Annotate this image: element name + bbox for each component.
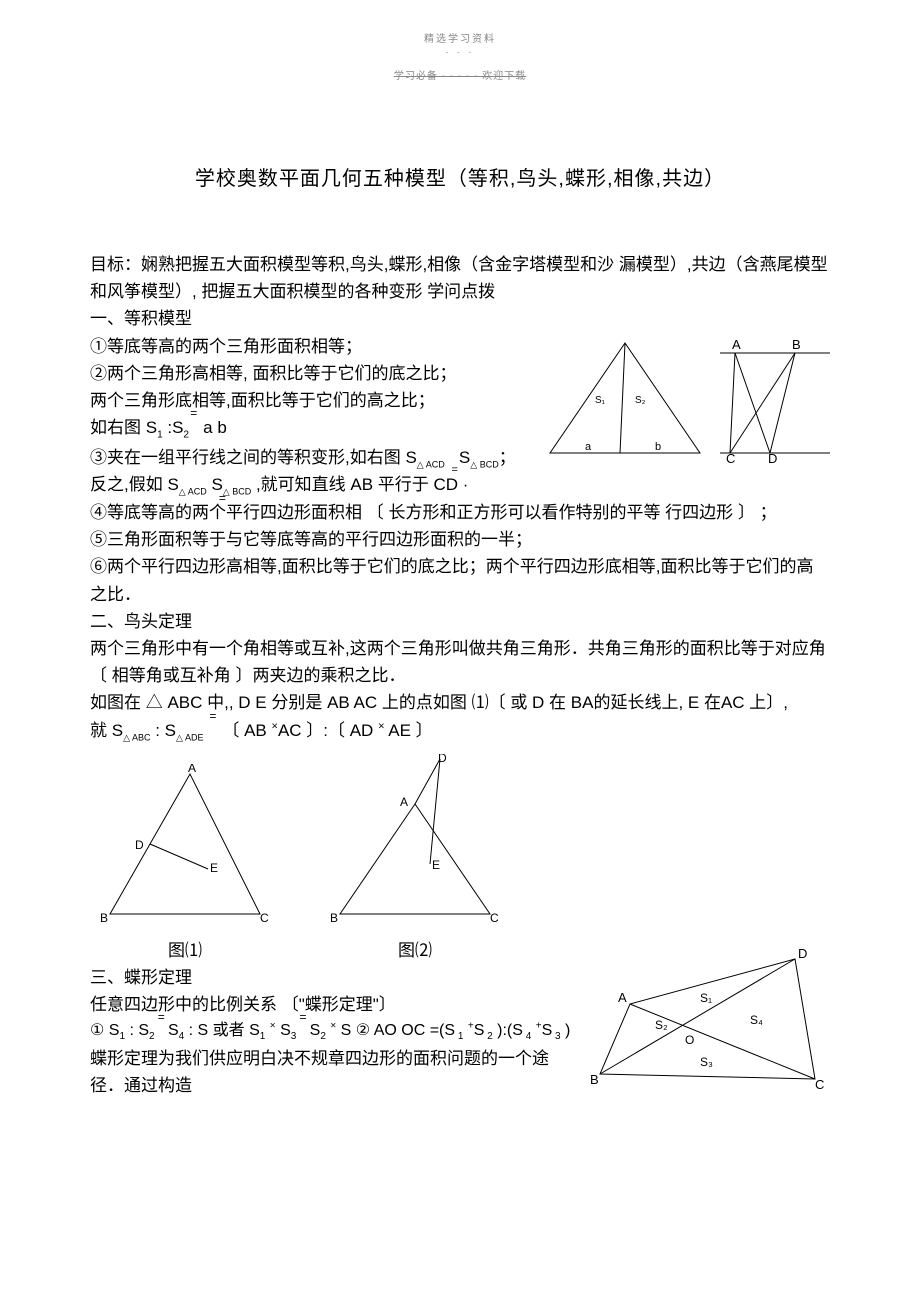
header-line2: - - - (90, 47, 830, 57)
svg-text:B: B (792, 337, 801, 352)
svg-text:D: D (768, 451, 777, 463)
sec2-figures: A B C D E 图⑴ D A B (90, 754, 830, 963)
svg-text:S₂: S₂ (635, 395, 646, 406)
svg-text:a: a (585, 441, 592, 453)
svg-text:b: b (655, 441, 661, 453)
page-title: 学校奥数平面几何五种模型（等积,鸟头,蝶形,相像,共边） (90, 162, 830, 191)
svg-text:B: B (330, 911, 338, 924)
svg-text:S₄: S₄ (750, 1013, 763, 1027)
svg-text:A: A (188, 764, 196, 775)
svg-text:E: E (432, 858, 440, 872)
svg-text:B: B (590, 1072, 599, 1087)
svg-text:B: B (100, 911, 108, 924)
intro-text: 目标：娴熟把握五大面积模型等积,鸟头,蝶形,相像（含金字塔模型和沙 漏模型）,共… (90, 251, 830, 305)
sec2-heading: 二、鸟头定理 (90, 608, 830, 635)
svg-text:O: O (685, 1033, 694, 1047)
sec1-l9: ⑥两个平行四边形高相等,面积比等于它们的底之比；两个平行四边形底相等,面积比等于… (90, 553, 830, 607)
svg-text:D: D (135, 838, 144, 852)
sec2-l2: 如图在 △ ABC 中,, D E 分别是 AB AC 上的点如图 ⑴〔 或 D… (90, 689, 830, 716)
svg-text:A: A (400, 795, 408, 809)
svg-text:S₂: S₂ (655, 1018, 668, 1032)
fig2-label: 图⑵ (320, 937, 510, 964)
sec3-diagram: A D B C O S₁ S₂ S₃ S₄ (590, 944, 830, 1102)
svg-text:S₃: S₃ (700, 1055, 713, 1069)
svg-text:C: C (490, 911, 499, 924)
sec2-l1: 两个三角形中有一个角相等或互补,这两个三角形叫做共角三角形．共角三角形的面积比等… (90, 635, 830, 689)
svg-text:C: C (815, 1077, 824, 1092)
svg-text:S₁: S₁ (700, 991, 712, 1005)
svg-text:A: A (732, 337, 741, 352)
svg-text:S₁: S₁ (595, 395, 606, 406)
sec2-l3: 就 S△ ABC : S△ ADE 〔 AB ×AC 〕:〔 AD × AE 〕 (90, 717, 830, 745)
sec1-l8: ⑤三角形面积等于与它等底等高的平行四边形面积的一半； (90, 526, 830, 553)
svg-text:A: A (618, 990, 627, 1005)
sec1-diagrams: S₁ S₂ a b A B C D (540, 333, 830, 471)
sec1-l6: 反之,假如 S△ ACD S△ BCD ,就可知直线 AB 平行于 CD · (90, 471, 830, 499)
svg-text:E: E (210, 861, 218, 875)
svg-text:D: D (798, 946, 807, 961)
header-line1: 精选学习资料 (90, 30, 830, 45)
svg-text:D: D (438, 754, 447, 765)
fig1-label: 图⑴ (90, 937, 280, 964)
sec1-heading: 一、等积模型 (90, 305, 830, 332)
header-welcome: 学习必备 - - - - - 欢迎下载 (90, 67, 830, 82)
sec1-l7: ④等底等高的两个平行四边形面积相 〔 长方形和正方形可以看作特别的平等 行四边形… (90, 499, 830, 526)
svg-text:C: C (260, 911, 269, 924)
svg-text:C: C (726, 451, 735, 463)
